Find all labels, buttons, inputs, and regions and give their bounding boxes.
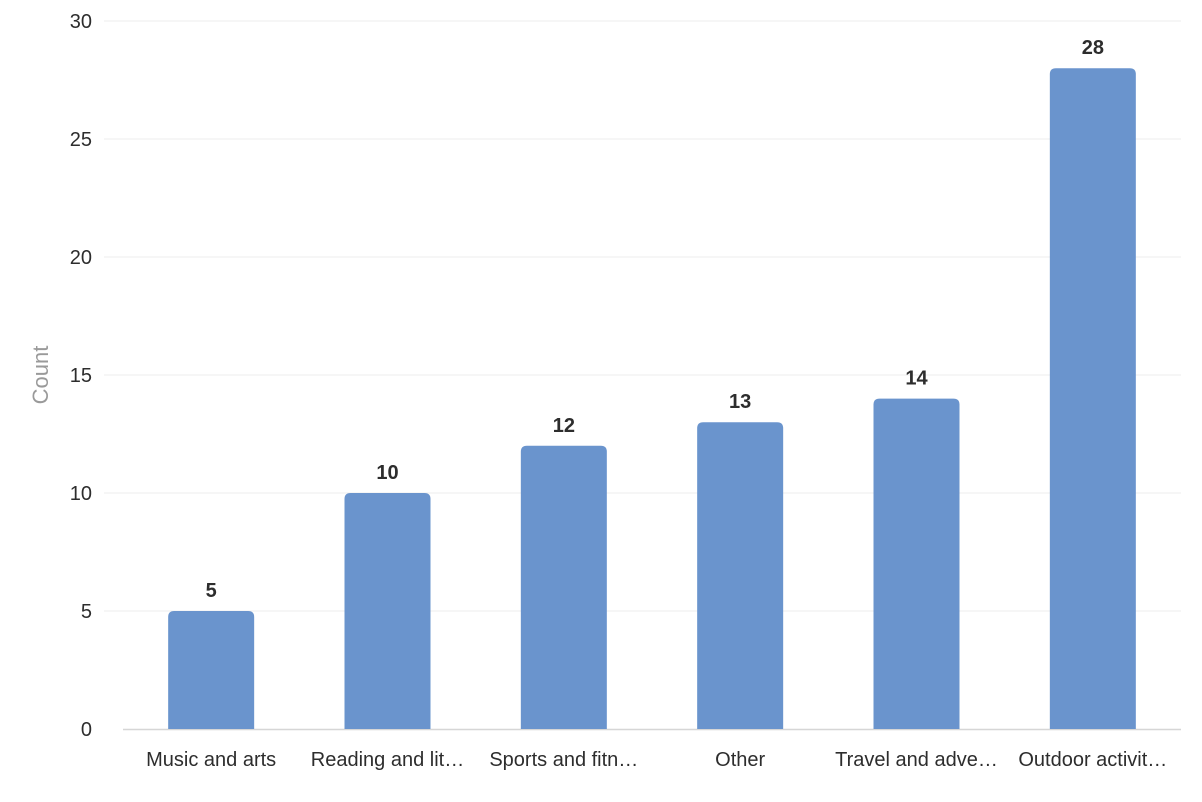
bar	[873, 398, 960, 729]
bar	[344, 493, 431, 729]
grid-lines	[104, 20, 1181, 731]
y-axis-title: Count	[28, 346, 53, 405]
x-tick-label: Other	[715, 749, 765, 771]
bar-value-label: 13	[729, 391, 751, 413]
x-tick-label: Reading and lit…	[311, 749, 464, 771]
bar-value-label: 12	[553, 415, 575, 437]
y-tick-label: 10	[70, 483, 92, 505]
bar	[697, 422, 784, 729]
y-tick-label: 20	[70, 247, 92, 269]
bar-value-label: 5	[206, 580, 217, 602]
y-tick-label: 30	[70, 11, 92, 33]
bar	[520, 445, 607, 729]
y-tick-label: 0	[81, 719, 92, 741]
y-tick-label: 15	[70, 365, 92, 387]
x-tick-label: Music and arts	[146, 749, 276, 771]
x-tick-label: Outdoor activit…	[1018, 749, 1167, 771]
x-tick-label: Travel and adve…	[835, 749, 998, 771]
bar	[168, 611, 255, 729]
bar	[1049, 68, 1136, 729]
bar-value-label: 14	[905, 368, 928, 390]
x-tick-label: Sports and fitn…	[489, 749, 638, 771]
bar-value-label: 28	[1082, 37, 1104, 59]
bars	[168, 68, 1136, 729]
y-tick-label: 25	[70, 129, 92, 151]
bar-value-label: 10	[376, 462, 398, 484]
y-tick-label: 5	[81, 601, 92, 623]
y-axis-ticks: 0 5 10 15 20 25 30	[70, 11, 92, 741]
data-labels: 5 10 12 13 14 28	[206, 37, 1104, 602]
x-axis-ticks: Music and arts Reading and lit… Sports and…	[146, 749, 1167, 771]
